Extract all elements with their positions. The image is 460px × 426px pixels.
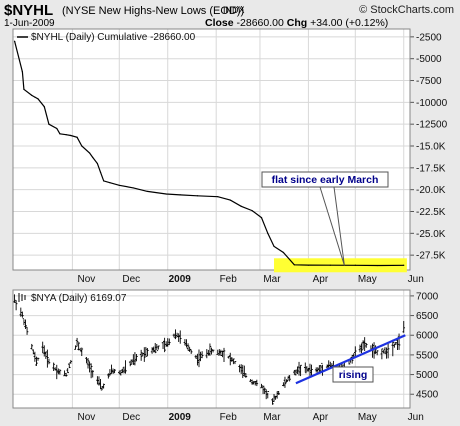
data-point — [282, 251, 284, 254]
data-point — [70, 134, 72, 137]
data-point — [96, 162, 99, 165]
data-point — [23, 88, 25, 90]
x-tick-label: Dec — [122, 412, 140, 423]
y-tick-label: -22.5K — [416, 207, 446, 218]
y-tick-label: 7000 — [416, 291, 439, 302]
exchange-label: INDX — [223, 5, 245, 15]
data-point — [103, 180, 105, 182]
y-tick-label: 6500 — [416, 311, 439, 322]
x-tick-label: Feb — [220, 274, 238, 285]
data-point — [109, 182, 111, 184]
data-point — [251, 210, 253, 212]
y-tick-label: 6000 — [416, 331, 439, 342]
data-point — [165, 193, 167, 195]
y-tick-label: -15.0K — [416, 142, 446, 153]
data-point — [31, 94, 33, 96]
x-tick-label: Feb — [220, 412, 238, 423]
data-point — [179, 194, 181, 196]
x-tick-label: Jun — [408, 412, 424, 423]
data-point — [240, 205, 242, 207]
y-tick-label: -25.0K — [416, 229, 446, 240]
close-value: -28660.00 — [236, 17, 284, 29]
data-point — [146, 190, 149, 193]
y-tick-label: 5000 — [416, 370, 439, 381]
plot-frame — [12, 28, 411, 271]
x-tick-label: May — [358, 274, 377, 285]
y-tick-label: 4500 — [416, 390, 439, 401]
x-tick-label: Nov — [77, 274, 95, 285]
x-tick-label: May — [358, 412, 377, 423]
source-credit: © StockCharts.com — [359, 4, 454, 16]
data-point — [99, 171, 102, 173]
data-point — [76, 136, 78, 138]
close-label: Close — [205, 17, 234, 29]
data-point — [307, 264, 310, 266]
data-point — [37, 98, 39, 100]
x-tick-label: Apr — [313, 274, 329, 285]
data-point — [88, 152, 91, 154]
data-point — [217, 196, 219, 198]
y-tick-label: -17.5K — [416, 163, 446, 174]
annotation-text: flat since early March — [272, 174, 379, 186]
symbol-title: $NYHL — [4, 2, 54, 19]
y-tick-label: -2500 — [416, 32, 442, 43]
data-point — [267, 232, 269, 234]
trendline — [295, 334, 406, 385]
symbol-full-name: (NYSE New Highs-New Lows (EOD)) — [62, 5, 245, 17]
x-tick-label: Apr — [313, 412, 329, 423]
annotation-box — [332, 366, 374, 383]
data-point — [92, 156, 94, 158]
series-line — [14, 41, 404, 267]
data-point — [229, 199, 231, 201]
data-point — [48, 123, 50, 125]
bottom-panel-nya: 7000 6500 6000 5500 5000 4500 Nov Dec 2009 Feb Mar… — [12, 289, 439, 423]
y-tick-label: -27.5K — [416, 251, 446, 262]
data-point — [260, 217, 263, 219]
data-point — [43, 106, 45, 108]
chg-label: Chg — [286, 17, 308, 29]
plot-border — [12, 28, 411, 271]
data-point — [65, 134, 67, 136]
y-tick-label: -20.0K — [416, 185, 446, 196]
data-point — [13, 40, 16, 42]
data-point — [273, 245, 275, 248]
legend-bars-icon — [18, 293, 26, 302]
data-point — [329, 264, 331, 266]
y-tick-label: 5500 — [416, 350, 439, 361]
x-tick-label: Jun — [408, 274, 424, 285]
data-point — [21, 71, 23, 73]
data-point — [354, 264, 356, 266]
data-point — [403, 264, 405, 266]
data-point — [56, 127, 58, 130]
legend-label: $NYA (Daily) 6169.07 — [31, 293, 127, 304]
x-tick-label: Dec — [122, 274, 140, 285]
x-tick-label: Mar — [263, 274, 281, 285]
date-label: 1-Jun-2009 — [4, 18, 55, 29]
data-point — [59, 133, 61, 135]
plot-border — [12, 289, 411, 409]
data-point — [293, 264, 295, 266]
chg-value: +34.00 (+0.12%) — [310, 17, 389, 29]
data-point — [118, 184, 120, 186]
quote-line: Close -28660.00 Chg +34.00 (+0.12%) — [205, 17, 388, 29]
y-tick-label: -5000 — [416, 54, 442, 65]
legend-label: $NYHL (Daily) Cumulative -28660.00 — [31, 32, 196, 43]
y-tick-label: -7500 — [416, 76, 442, 87]
data-point — [132, 187, 134, 189]
annotation-box — [261, 171, 389, 188]
top-panel-nyhl: -2500 -5000 -7500 -10000 -12500 -15.0K -17.5K -… — [12, 28, 448, 285]
x-tick-label: Nov — [77, 412, 95, 423]
data-point — [196, 195, 199, 197]
x-tick-label: 2009 — [169, 274, 192, 285]
data-point — [376, 264, 378, 267]
x-tick-label: Mar — [263, 412, 281, 423]
x-tick-label: 2009 — [169, 412, 192, 423]
annotation-text: rising — [339, 369, 368, 381]
data-point — [34, 96, 36, 98]
y-tick-label: -10000 — [416, 98, 448, 109]
data-point — [81, 145, 83, 147]
y-tick-label: -12500 — [416, 120, 448, 131]
